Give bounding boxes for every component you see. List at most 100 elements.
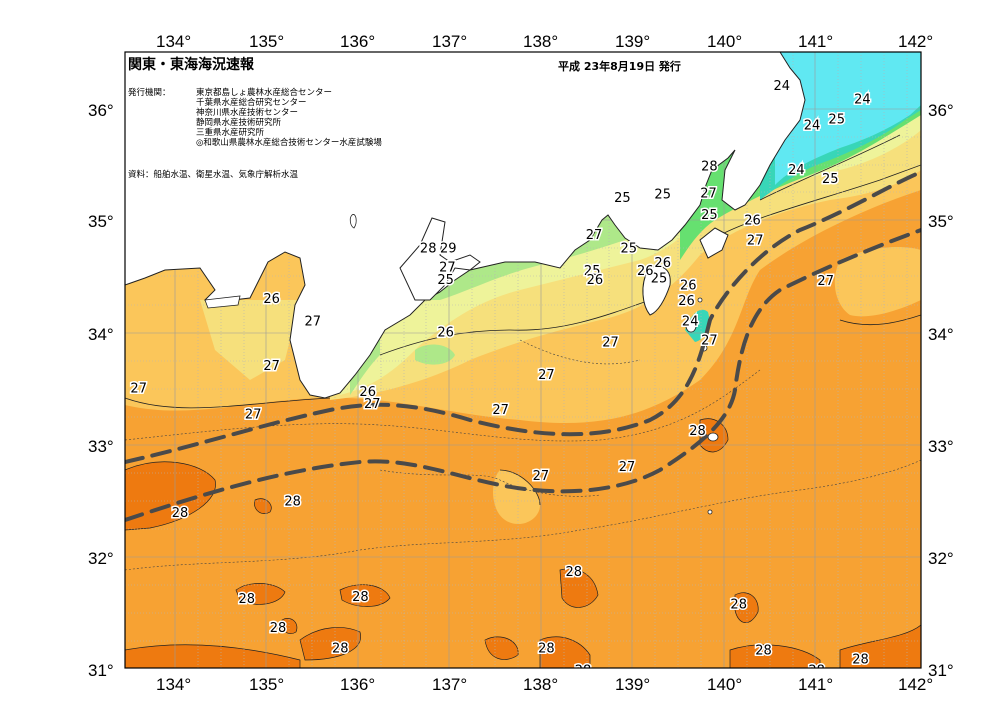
lat-tick: 33° bbox=[928, 437, 954, 456]
lat-tick: 35° bbox=[928, 212, 954, 231]
lon-tick: 139° bbox=[615, 675, 650, 694]
temperature-label: 27 bbox=[492, 403, 509, 418]
temperature-label: 28 bbox=[701, 160, 718, 175]
band-26-5-east bbox=[834, 247, 921, 317]
temperature-label: 27 bbox=[700, 187, 717, 202]
lon-tick: 134° bbox=[156, 675, 191, 694]
temperature-label: 24 bbox=[854, 93, 871, 108]
issuer-item: 千葉県水産総合研究センター bbox=[196, 98, 307, 108]
temperature-label: 26 bbox=[437, 326, 454, 341]
lon-axis-bottom: 134° 135° 136° 137° 138° 139° 140° 141° … bbox=[156, 675, 933, 694]
temperature-label: 25 bbox=[621, 242, 638, 257]
temperature-label: 28 bbox=[689, 424, 706, 439]
lat-tick: 36° bbox=[88, 101, 114, 120]
land-awaji bbox=[204, 295, 241, 309]
temperature-label: 27 bbox=[364, 397, 381, 412]
lon-tick: 136° bbox=[340, 675, 375, 694]
temperature-label: 26 bbox=[744, 214, 761, 229]
lon-tick: 142° bbox=[898, 32, 933, 51]
temperature-label: 27 bbox=[245, 407, 262, 422]
temperature-label: 28 bbox=[755, 644, 772, 659]
temperature-label: 28 bbox=[566, 565, 583, 580]
issuer-item: ◎和歌山県農林水産総合技術センター水産試験場 bbox=[196, 138, 382, 148]
temperature-label: 28 bbox=[239, 592, 256, 607]
isotherm-lines bbox=[125, 134, 921, 506]
map-title: 関東・東海海況速報 bbox=[128, 57, 254, 73]
temperature-label: 27 bbox=[130, 382, 147, 397]
temperature-label: 27 bbox=[538, 368, 555, 383]
lon-tick: 140° bbox=[707, 675, 742, 694]
temperature-label: 28 bbox=[852, 653, 869, 668]
temperature-label: 28 bbox=[172, 506, 189, 521]
band-23 bbox=[775, 52, 921, 185]
lon-tick: 142° bbox=[898, 675, 933, 694]
band-26-west bbox=[200, 300, 300, 380]
temperature-label: 25 bbox=[614, 191, 631, 206]
lon-tick: 136° bbox=[340, 32, 375, 51]
temperature-label: 28 bbox=[332, 641, 349, 656]
land-ise-peninsula bbox=[399, 217, 481, 301]
temperature-label: 27 bbox=[586, 228, 603, 243]
temperature-label: 26 bbox=[359, 385, 376, 400]
lat-tick: 34° bbox=[928, 325, 954, 344]
warm-patches-28 bbox=[125, 418, 921, 668]
band-25-island bbox=[415, 344, 455, 365]
lat-tick: 33° bbox=[88, 437, 114, 456]
issuer-item: 東京都島しょ農林水産総合センター bbox=[196, 88, 333, 98]
lat-axis-right: 36° 35° 34° 33° 32° 31° bbox=[928, 101, 954, 680]
lat-tick: 31° bbox=[88, 661, 114, 680]
temperature-label: 25 bbox=[584, 264, 601, 279]
lon-tick: 137° bbox=[432, 675, 467, 694]
temperature-label: 26 bbox=[587, 273, 604, 288]
temperature-label: 27 bbox=[701, 333, 718, 348]
lon-tick: 139° bbox=[615, 32, 650, 51]
issuer-list: 東京都島しょ農林水産総合センター 千葉県水産総合研究センター 神奈川県水産技術セ… bbox=[196, 88, 382, 148]
lat-tick: 36° bbox=[928, 101, 954, 120]
issuer-block: 発行機関： 東京都島しょ農林水産総合センター 千葉県水産総合研究センター 神奈川… bbox=[128, 88, 382, 148]
temperature-label: 27 bbox=[263, 359, 280, 374]
temperature-label: 24 bbox=[682, 314, 699, 329]
issue-date: 平成 23年8月19日 発行 bbox=[558, 60, 681, 73]
lon-tick: 138° bbox=[523, 675, 558, 694]
temperature-label: 26 bbox=[678, 294, 695, 309]
temperature-label: 28 bbox=[538, 641, 555, 656]
temperature-label: 27 bbox=[533, 469, 550, 484]
temperature-label: 28 bbox=[808, 664, 825, 679]
lon-tick: 135° bbox=[249, 32, 284, 51]
temperature-label: 29 bbox=[440, 242, 457, 257]
temperature-label: 27 bbox=[305, 314, 322, 329]
lon-tick: 140° bbox=[707, 32, 742, 51]
land-honshu bbox=[125, 52, 806, 399]
lat-axis-left: 36° 35° 34° 33° 32° 31° bbox=[88, 101, 114, 680]
temperature-label: 28 bbox=[575, 664, 592, 679]
issuer-item: 静岡県水産技術研究所 bbox=[196, 118, 282, 128]
lon-tick: 135° bbox=[249, 675, 284, 694]
lat-tick: 32° bbox=[88, 549, 114, 568]
issuers-label: 発行機関： bbox=[128, 88, 171, 98]
temperature-label: 24 bbox=[774, 79, 791, 94]
lon-tick: 137° bbox=[432, 32, 467, 51]
lat-tick: 35° bbox=[88, 212, 114, 231]
temperature-label: 27 bbox=[817, 274, 834, 289]
temperature-label: 28 bbox=[420, 242, 437, 257]
temperature-label: 28 bbox=[730, 598, 747, 613]
temperature-label: 24 bbox=[804, 118, 821, 133]
land-boso bbox=[699, 227, 729, 259]
temperature-label: 28 bbox=[270, 621, 287, 636]
lat-tick: 34° bbox=[88, 325, 114, 344]
temperature-label: 27 bbox=[747, 234, 764, 249]
temperature-label: 26 bbox=[637, 264, 654, 279]
temperature-label: 25 bbox=[828, 113, 845, 128]
map-frame bbox=[124, 51, 922, 669]
temperature-label: 25 bbox=[437, 273, 454, 288]
lon-tick: 138° bbox=[523, 32, 558, 51]
kuroshio-axis bbox=[125, 170, 921, 522]
temperature-label: 27 bbox=[602, 336, 619, 351]
lon-tick: 141° bbox=[798, 675, 833, 694]
temperature-label: 27 bbox=[619, 460, 636, 475]
temperature-label: 24 bbox=[788, 163, 805, 178]
temperature-label: 25 bbox=[654, 188, 671, 203]
land-islands bbox=[349, 214, 719, 515]
